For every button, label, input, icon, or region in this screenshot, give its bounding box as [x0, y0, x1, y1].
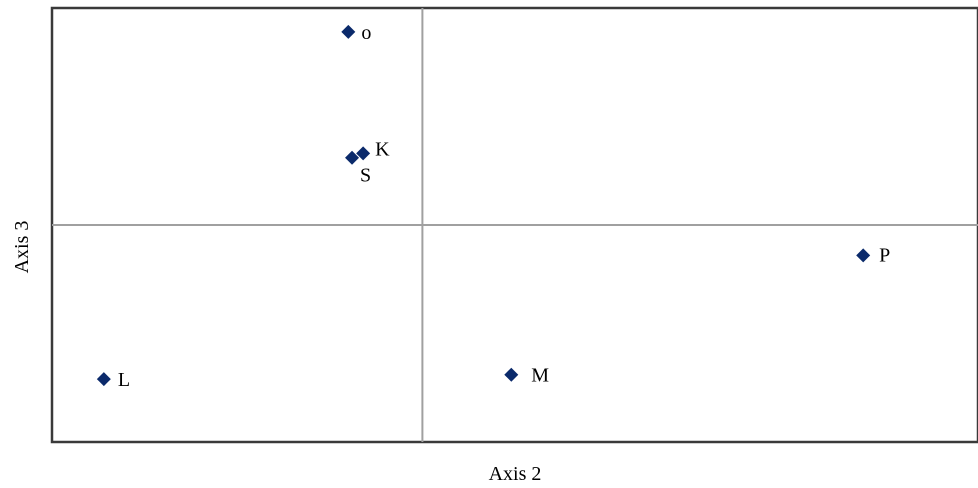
data-points: o KS P L M [96, 22, 890, 391]
point-K-label: K [375, 138, 390, 160]
point-K-marker [356, 146, 371, 161]
x-axis-title: Axis 2 [489, 463, 542, 485]
point-L-marker [96, 372, 111, 387]
y-axis-title: Axis 3 [11, 221, 33, 274]
point-M-label: M [531, 365, 549, 387]
point-S-marker [345, 150, 360, 165]
point-o-label: o [361, 22, 371, 44]
point-L-label: L [118, 369, 130, 391]
point-S-label: S [360, 165, 371, 187]
point-M-marker [504, 367, 519, 382]
point-o-marker [341, 24, 356, 39]
point-P-label: P [879, 244, 890, 266]
point-P-marker [856, 248, 871, 263]
